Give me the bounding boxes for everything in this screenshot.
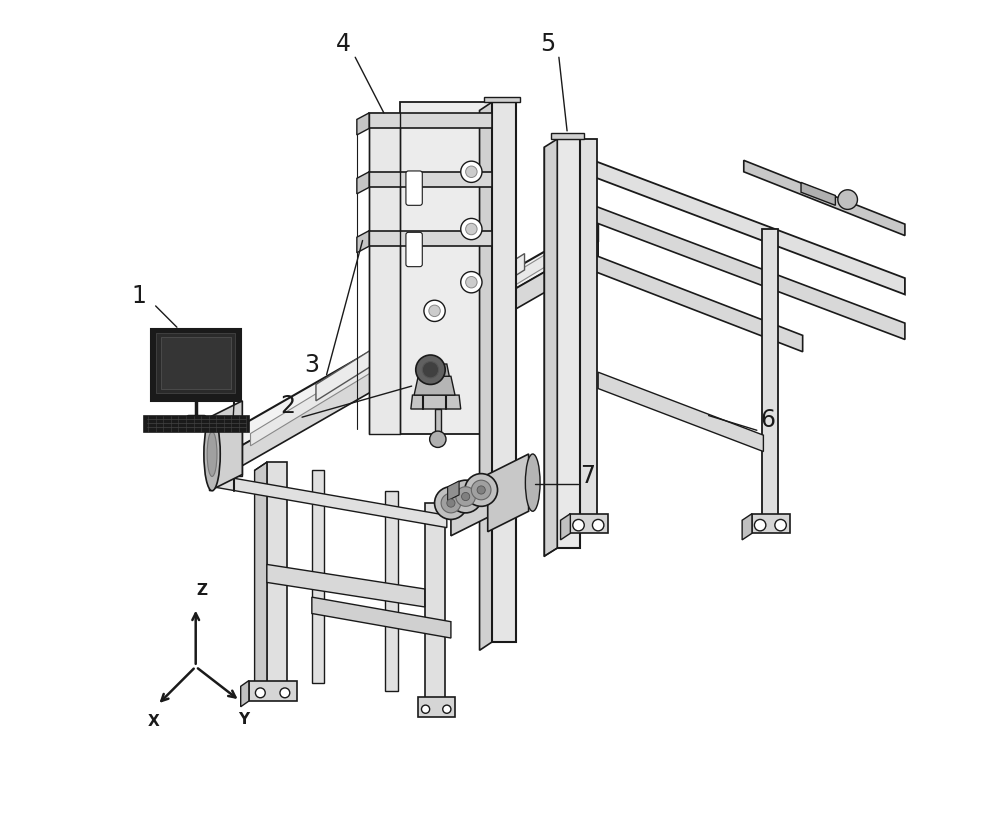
Polygon shape [161, 337, 231, 389]
Text: 7: 7 [580, 464, 595, 488]
Polygon shape [411, 395, 461, 409]
Polygon shape [480, 102, 492, 650]
Circle shape [466, 223, 477, 235]
Text: Z: Z [197, 583, 208, 598]
Polygon shape [580, 155, 905, 294]
Polygon shape [357, 231, 369, 253]
Circle shape [429, 305, 440, 317]
Polygon shape [226, 425, 242, 476]
Polygon shape [251, 227, 590, 446]
Circle shape [461, 272, 482, 293]
Polygon shape [385, 491, 398, 691]
Text: Y: Y [238, 712, 250, 727]
Polygon shape [234, 221, 598, 450]
Polygon shape [418, 697, 455, 717]
Circle shape [838, 190, 857, 209]
Polygon shape [369, 172, 492, 187]
Circle shape [466, 276, 477, 288]
Polygon shape [484, 97, 520, 102]
Circle shape [573, 519, 584, 531]
Polygon shape [418, 364, 449, 376]
Circle shape [754, 519, 766, 531]
Circle shape [461, 161, 482, 182]
Polygon shape [744, 160, 905, 236]
FancyBboxPatch shape [406, 171, 422, 205]
Polygon shape [488, 454, 529, 532]
Polygon shape [241, 681, 249, 707]
Circle shape [447, 499, 455, 507]
Ellipse shape [204, 417, 220, 491]
Polygon shape [151, 329, 241, 401]
Polygon shape [544, 139, 557, 556]
Text: 6: 6 [761, 408, 776, 432]
Polygon shape [762, 229, 778, 524]
Polygon shape [312, 597, 451, 638]
Polygon shape [357, 172, 369, 194]
Polygon shape [267, 462, 287, 687]
Polygon shape [752, 514, 790, 533]
Text: 2: 2 [280, 394, 295, 418]
Circle shape [416, 355, 445, 384]
Circle shape [449, 480, 482, 513]
Polygon shape [425, 503, 445, 705]
Circle shape [461, 218, 482, 240]
Polygon shape [801, 182, 835, 205]
Polygon shape [414, 376, 455, 395]
Circle shape [422, 362, 439, 378]
Polygon shape [551, 133, 584, 139]
Circle shape [424, 300, 445, 321]
Polygon shape [580, 200, 905, 339]
Text: X: X [147, 714, 159, 730]
Text: 1: 1 [131, 284, 146, 308]
Circle shape [471, 480, 491, 500]
Ellipse shape [525, 454, 540, 511]
Polygon shape [156, 333, 235, 393]
Circle shape [430, 431, 446, 447]
Polygon shape [312, 470, 324, 683]
Polygon shape [357, 113, 369, 135]
Polygon shape [570, 514, 608, 533]
Circle shape [466, 166, 477, 178]
Circle shape [441, 493, 461, 513]
Circle shape [435, 487, 467, 519]
Ellipse shape [207, 432, 217, 476]
Circle shape [592, 519, 604, 531]
Text: 5: 5 [540, 32, 555, 56]
Polygon shape [451, 474, 492, 536]
Circle shape [462, 492, 470, 501]
Polygon shape [369, 113, 400, 434]
Polygon shape [267, 564, 425, 607]
Polygon shape [580, 249, 803, 352]
Polygon shape [144, 416, 249, 432]
Polygon shape [212, 474, 447, 528]
Polygon shape [492, 102, 516, 642]
Polygon shape [249, 681, 297, 701]
Polygon shape [580, 139, 597, 524]
Circle shape [456, 487, 475, 506]
Polygon shape [369, 113, 492, 128]
Circle shape [443, 705, 451, 713]
Polygon shape [400, 102, 492, 434]
Circle shape [775, 519, 786, 531]
Polygon shape [448, 481, 459, 501]
Polygon shape [228, 442, 242, 447]
Text: 3: 3 [304, 353, 319, 377]
Circle shape [421, 705, 430, 713]
Polygon shape [598, 372, 763, 452]
Circle shape [255, 688, 265, 698]
Polygon shape [210, 401, 242, 491]
FancyBboxPatch shape [406, 232, 422, 267]
Polygon shape [234, 241, 598, 470]
Polygon shape [255, 462, 267, 695]
Polygon shape [369, 231, 492, 246]
Polygon shape [742, 514, 752, 540]
Circle shape [465, 474, 498, 506]
Circle shape [477, 486, 485, 494]
Polygon shape [435, 409, 441, 438]
Polygon shape [557, 139, 580, 548]
Polygon shape [561, 514, 570, 540]
Circle shape [280, 688, 290, 698]
Text: 4: 4 [335, 32, 350, 56]
Polygon shape [316, 254, 525, 401]
